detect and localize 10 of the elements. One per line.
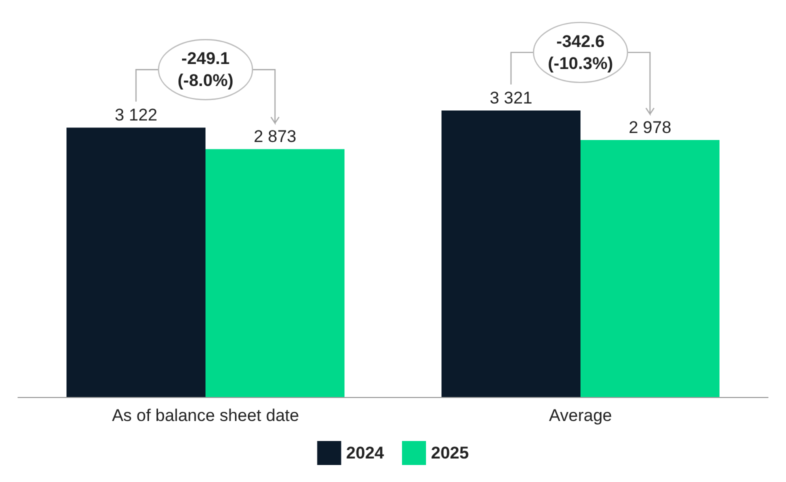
data-label: 2 978 [628,118,672,138]
data-label: 2 873 [254,127,296,146]
data-label: 3 122 [114,106,158,125]
text: -342.6 (-10.3%) [548,32,614,73]
legend-label: 2024 [346,444,385,462]
data-label: 3 321 [490,88,532,108]
text: -249.1 (-8.0%) [178,49,234,90]
legend-label: 2025 [431,444,469,462]
x-tick-label: Average [548,406,612,425]
x-tick-label: As of balance sheet date [112,406,300,425]
